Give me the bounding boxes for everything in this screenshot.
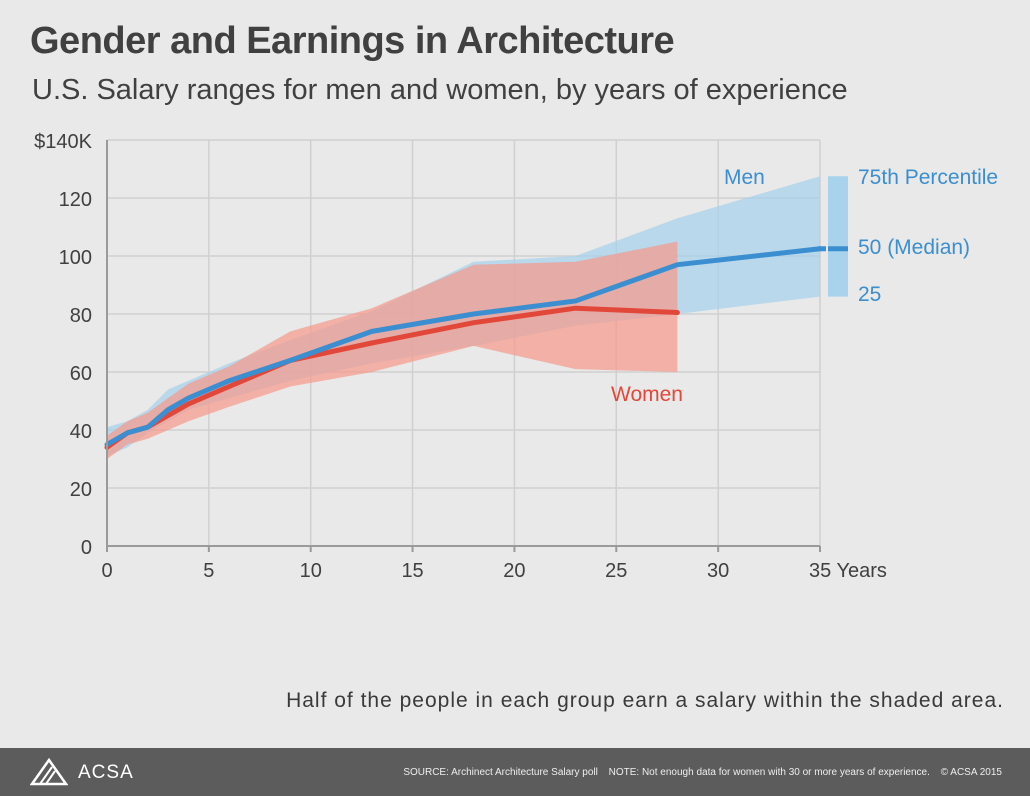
copyright-note: © ACSA 2015 [940, 767, 1002, 778]
y-tick-label: 0 [81, 537, 92, 559]
x-tick-label: 15 [401, 560, 423, 582]
footnote: SOURCE: Archinect Architecture Salary po… [395, 767, 1002, 778]
x-tick-label: 25 [605, 560, 627, 582]
x-tick-label: 20 [503, 560, 525, 582]
legend-percentile-label: 50 (Median) [858, 236, 970, 259]
women-interquartile-band [107, 241, 678, 459]
chart-subtitle: U.S. Salary ranges for men and women, by… [32, 74, 848, 106]
chart-title: Gender and Earnings in Architecture [30, 20, 675, 62]
men-median-line [104, 246, 823, 447]
y-tick-label: 20 [70, 479, 92, 501]
x-tick-label: 5 [203, 560, 214, 582]
y-tick-label: 120 [59, 189, 92, 211]
percentile-legend: 75th Percentile 50 (Median) 25 [818, 166, 998, 306]
y-tick-label: 60 [70, 363, 92, 385]
footer-bar: ACSA SOURCE: Archinect Architecture Sala… [0, 748, 1030, 796]
legend-band-swatch [828, 176, 848, 297]
men-series-label: Men [724, 166, 765, 189]
acsa-logo-text: ACSA [78, 762, 134, 783]
y-tick-label: 40 [70, 421, 92, 443]
legend-percentile-label: 25 [858, 283, 881, 306]
women-data-note: NOTE: Not enough data for women with 30 … [608, 767, 930, 778]
acsa-logo-icon [30, 758, 68, 786]
source-note: SOURCE: Archinect Architecture Salary po… [403, 767, 598, 778]
x-tick-label: 10 [300, 560, 322, 582]
x-tick-label: 0 [101, 560, 112, 582]
salary-range-chart: Men Women 0 20 40 60 80 100 120 $140K 0 5 10 15 20 25 3… [34, 131, 998, 582]
x-tick-label: 30 [707, 560, 729, 582]
median-lines: Men Women [104, 166, 823, 450]
legend-percentile-label: 75th Percentile [858, 166, 998, 189]
axes: 0 20 40 60 80 100 120 $140K 0 5 10 15 20 25 30 35 Years [34, 131, 887, 582]
y-tick-label: 80 [70, 305, 92, 327]
y-tick-label: $140K [34, 131, 92, 153]
y-tick-label: 100 [59, 247, 92, 269]
shaded-area-caption: Half of the people in each group earn a … [286, 689, 1004, 712]
x-tick-label: 35 Years [809, 560, 887, 582]
women-series-label: Women [611, 383, 683, 406]
